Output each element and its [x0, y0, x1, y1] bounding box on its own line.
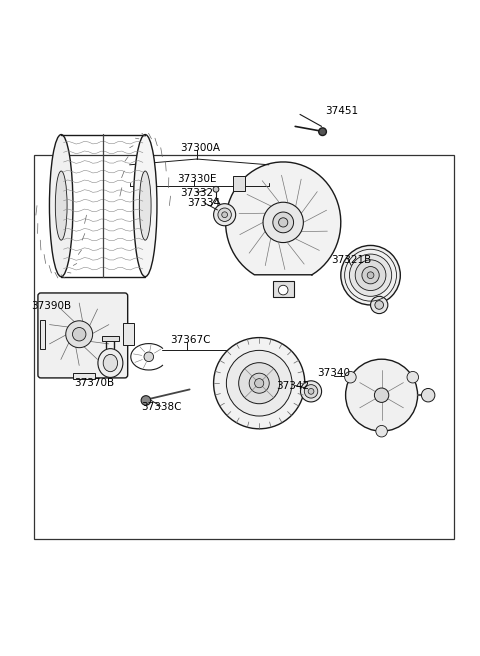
Circle shape — [278, 218, 288, 227]
Ellipse shape — [98, 348, 123, 377]
Circle shape — [319, 128, 326, 136]
Bar — [123, 323, 134, 345]
Circle shape — [371, 297, 388, 314]
Text: 37342: 37342 — [276, 380, 309, 390]
Circle shape — [218, 208, 231, 222]
Circle shape — [308, 388, 314, 394]
Circle shape — [345, 371, 356, 383]
Text: 37321B: 37321B — [331, 255, 372, 265]
Circle shape — [362, 266, 379, 284]
Text: 37340: 37340 — [317, 368, 350, 378]
Circle shape — [141, 396, 151, 405]
Circle shape — [222, 212, 228, 218]
Text: 37330E: 37330E — [178, 174, 217, 184]
Bar — [273, 281, 294, 297]
Ellipse shape — [139, 171, 151, 240]
Bar — [73, 373, 95, 379]
Circle shape — [66, 321, 93, 348]
Circle shape — [249, 373, 269, 393]
Ellipse shape — [103, 354, 118, 372]
Circle shape — [375, 300, 384, 309]
Polygon shape — [226, 162, 341, 275]
Circle shape — [227, 350, 292, 416]
Bar — [233, 176, 245, 191]
Ellipse shape — [55, 171, 67, 240]
Circle shape — [213, 186, 219, 192]
Text: 37390B: 37390B — [31, 301, 72, 312]
Bar — [102, 336, 119, 341]
Circle shape — [349, 254, 392, 297]
Circle shape — [278, 285, 288, 295]
Ellipse shape — [133, 134, 157, 277]
Circle shape — [72, 327, 86, 341]
Bar — [34, 155, 454, 539]
Circle shape — [355, 260, 386, 291]
Circle shape — [346, 359, 418, 431]
Circle shape — [263, 202, 303, 243]
Circle shape — [367, 272, 374, 279]
Circle shape — [144, 352, 154, 361]
Circle shape — [341, 245, 400, 305]
Circle shape — [214, 203, 236, 226]
Circle shape — [376, 426, 387, 437]
Circle shape — [304, 384, 318, 398]
Circle shape — [421, 388, 435, 402]
Circle shape — [300, 380, 322, 402]
Ellipse shape — [49, 134, 73, 277]
Circle shape — [239, 363, 280, 403]
Circle shape — [273, 212, 294, 233]
Text: 37300A: 37300A — [180, 142, 220, 152]
FancyBboxPatch shape — [38, 293, 128, 378]
Bar — [40, 320, 45, 348]
Circle shape — [214, 338, 305, 429]
Text: 37338C: 37338C — [142, 402, 182, 412]
Circle shape — [374, 388, 389, 402]
Text: 37332: 37332 — [180, 188, 213, 197]
Circle shape — [255, 379, 264, 388]
Circle shape — [407, 371, 419, 383]
Text: 37451: 37451 — [325, 106, 358, 116]
Text: 37367C: 37367C — [170, 335, 211, 344]
Text: 37334: 37334 — [187, 197, 220, 208]
Text: 37370B: 37370B — [74, 379, 115, 388]
